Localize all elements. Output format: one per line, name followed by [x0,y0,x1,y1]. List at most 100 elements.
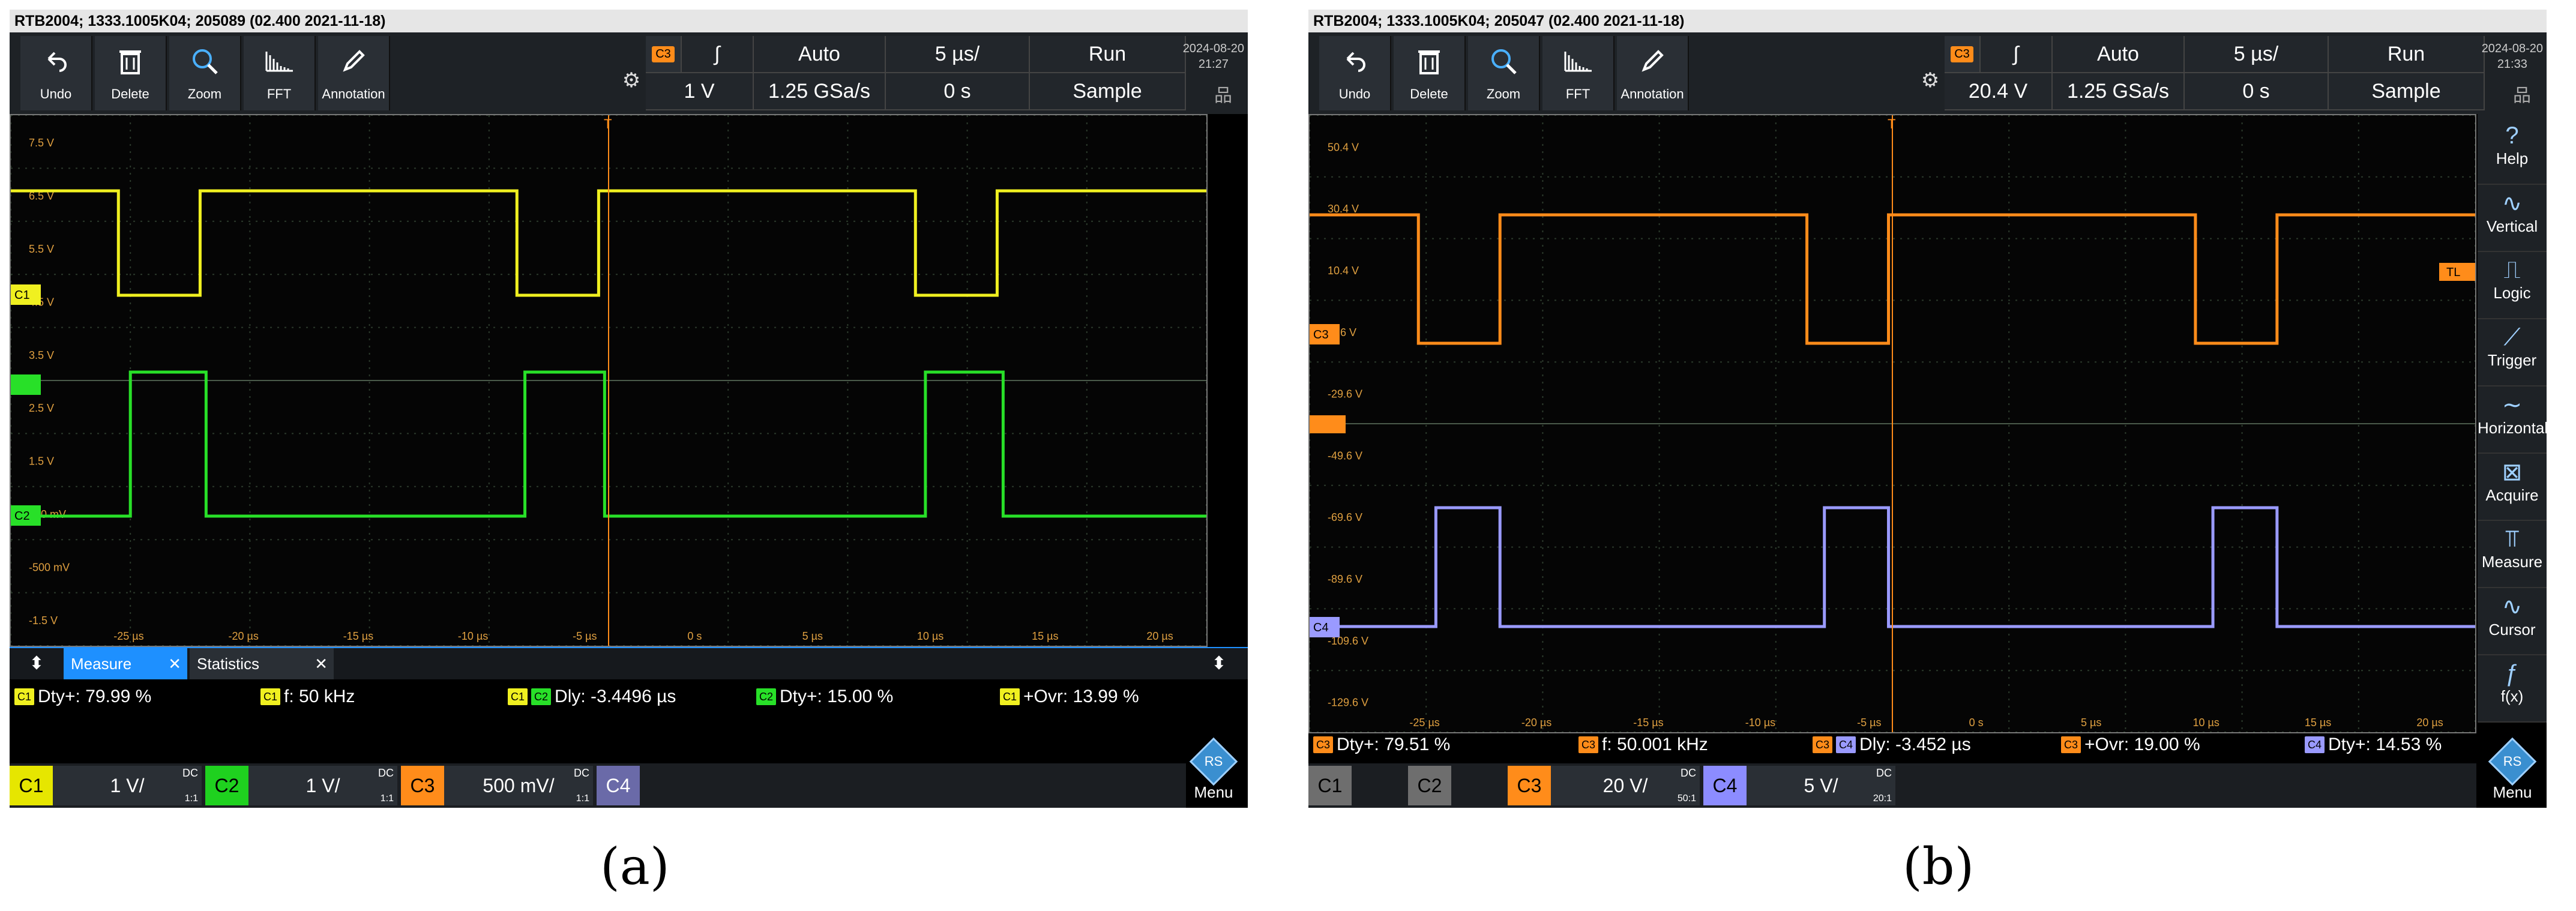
side-acquire-button[interactable]: ⊠ Acquire [2478,454,2547,521]
timebase[interactable]: 5 µs/ [2185,36,2329,73]
run-state[interactable]: Run [1030,36,1186,73]
y-tick-label: -29.6 V [1328,388,1362,400]
side-vertical-button[interactable]: ∿ Vertical [2478,185,2547,252]
undo-button[interactable]: Undo [20,36,92,110]
channel-label: C2 [1408,766,1451,805]
measurement-item[interactable]: C3 f: 50.001 kHz [1578,735,1708,755]
waveform-display[interactable]: 50.4 V 30.4 V 10.4 V -9.6 V -29.6 V -49.6 V -6… [1308,114,2555,733]
trigger-source[interactable]: C3 [646,36,682,73]
zoom-button[interactable]: Zoom [1468,36,1540,110]
channel-chip: C3 [2061,736,2081,753]
time-offset[interactable]: 0 s [2185,73,2329,110]
channel-c4-button[interactable]: C4 5 V/DC 20:1 [1703,766,1895,805]
side-function-button[interactable]: ƒ f(x) [2478,655,2547,723]
run-state[interactable]: Run [2329,36,2485,73]
channel-label: C1 [1308,766,1352,805]
annotation-button[interactable]: Annotation [318,36,390,110]
trigger-mode[interactable]: Auto [754,36,886,73]
measurement-item[interactable]: C1 Dty+: 79.99 % [14,687,151,707]
x-tick-label: 15 µs [2305,717,2331,729]
updown-arrow-icon[interactable]: ⬍ [29,654,44,673]
pen-icon [1617,36,1688,86]
channel-c2-button[interactable]: C2 [1408,766,1504,805]
measurement-item[interactable]: C3 C4 Dly: -3.452 µs [1813,735,1971,755]
delete-button[interactable]: Delete [95,36,167,110]
trigger-level[interactable]: 20.4 V [1945,73,2053,110]
trigger-slope-icon[interactable]: ∫ [682,36,754,73]
sample-rate[interactable]: 1.25 GSa/s [2053,73,2185,110]
y-tick-label: -109.6 V [1328,635,1368,647]
zoom-button[interactable]: Zoom [169,36,241,110]
measure-tabs: ⬍ Measure ✕ Statistics ✕ ⬍ [10,647,1248,679]
probe-ratio: 20:1 [1873,793,1892,804]
channel-c4-button[interactable]: C4 [597,766,693,805]
acquire-mode[interactable]: Sample [1030,73,1186,110]
vertical-icon: ∿ [2502,190,2523,217]
menu-button[interactable]: RS Menu [1180,735,1247,807]
tab-statistics[interactable]: Statistics ✕ [190,648,334,679]
time-offset[interactable]: 0 s [886,73,1030,110]
channel-coupling: DC [378,767,394,779]
channel-label: C3 [1508,766,1551,805]
side-label: Horizontal [2478,419,2548,437]
trigger-settings[interactable]: C3 ∫ Auto 5 µs/ Run 1 V 1.25 GSa/s 0 s S… [646,36,1186,110]
channel-label: C3 [401,766,444,805]
fft-button[interactable]: FFT [1542,36,1615,110]
trigger-slope-icon[interactable]: ∫ [1981,36,2053,73]
channel-c1-button[interactable]: C1 [1308,766,1404,805]
settings-gear-icon[interactable]: ⚙ [1921,68,1940,92]
probe-ratio: 1:1 [576,793,589,804]
trigger-settings[interactable]: C3 ∫ Auto 5 µs/ Run 20.4 V 1.25 GSa/s 0 … [1945,36,2485,110]
waveform-display[interactable]: 7.5 V 6.5 V 5.5 V 4.5 V 3.5 V 2.5 V 1.5 V 500 m… [10,114,1288,647]
side-cursor-button[interactable]: ∿ Cursor [2478,588,2547,655]
measurement-item[interactable]: C4 Dty+: 14.53 % [2305,735,2442,755]
fft-button[interactable]: FFT [244,36,316,110]
y-tick-label: -129.6 V [1328,697,1368,709]
caption-b: (b) [1903,837,1975,896]
side-logic-button[interactable]: ⎍ Logic [2478,252,2547,319]
tab-measure[interactable]: Measure ✕ [64,648,187,679]
menu-button[interactable]: RS Menu [2479,735,2546,807]
measurement-item[interactable]: C3 Dty+: 79.51 % [1313,735,1450,755]
timebase[interactable]: 5 µs/ [886,36,1030,73]
trigger-level[interactable]: 1 V [646,73,754,110]
measurement-item[interactable]: C1 C2 Dly: -3.4496 µs [508,687,676,707]
x-tick-label: -10 µs [1745,717,1775,729]
ch3-marker-label: C3 [1313,328,1329,341]
delete-button[interactable]: Delete [1394,36,1466,110]
channel-c1-button[interactable]: C1 1 V/DC 1:1 [10,766,202,805]
measurement-item[interactable]: C1 f: 50 kHz [260,687,355,707]
side-measure-button[interactable]: ⫪ Measure [2478,521,2547,588]
probe-ratio: 50:1 [1677,793,1696,804]
measurement-item[interactable]: C2 Dty+: 15.00 % [756,687,893,707]
channel-chip: C3 [1313,736,1334,753]
channel-label: C4 [1703,766,1747,805]
channel-scale: 1 V/ [248,766,397,805]
channel-c2-button[interactable]: C2 1 V/DC 1:1 [205,766,397,805]
y-tick-label: 2.5 V [29,402,54,414]
acquire-mode[interactable]: Sample [2329,73,2485,110]
channel-c3-button[interactable]: C3 20 V/DC 50:1 [1508,766,1700,805]
trigger-mode[interactable]: Auto [2053,36,2185,73]
trigger-source[interactable]: C3 [1945,36,1981,73]
undo-button[interactable]: Undo [1319,36,1391,110]
channel-chip: C1 [508,688,528,705]
x-tick-label: -20 µs [228,630,258,642]
x-tick-label: -20 µs [1521,717,1551,729]
magnifier-icon [169,36,240,86]
side-help-button[interactable]: ? Help [2478,118,2547,185]
measurement-item[interactable]: C1 +Ovr: 13.99 % [1000,687,1139,707]
updown-arrow-icon[interactable]: ⬍ [1211,654,1227,673]
side-horizontal-button[interactable]: ∼ Horizontal [2478,386,2548,454]
annotation-button[interactable]: Annotation [1617,36,1689,110]
side-trigger-button[interactable]: ⟋ Trigger [2478,319,2547,386]
ch2-offset-marker [11,374,41,395]
sample-rate[interactable]: 1.25 GSa/s [754,73,886,110]
channel-c3-button[interactable]: C3 500 mV/DC 1:1 [401,766,593,805]
settings-gear-icon[interactable]: ⚙ [622,68,641,92]
measurement-item[interactable]: C3 +Ovr: 19.00 % [2061,735,2200,755]
measurement-value: Dly: -3.4496 µs [555,687,676,706]
channel-chip: C1 [14,688,35,705]
ch2-trace [11,370,1206,518]
network-icon: 品 [2513,85,2531,106]
